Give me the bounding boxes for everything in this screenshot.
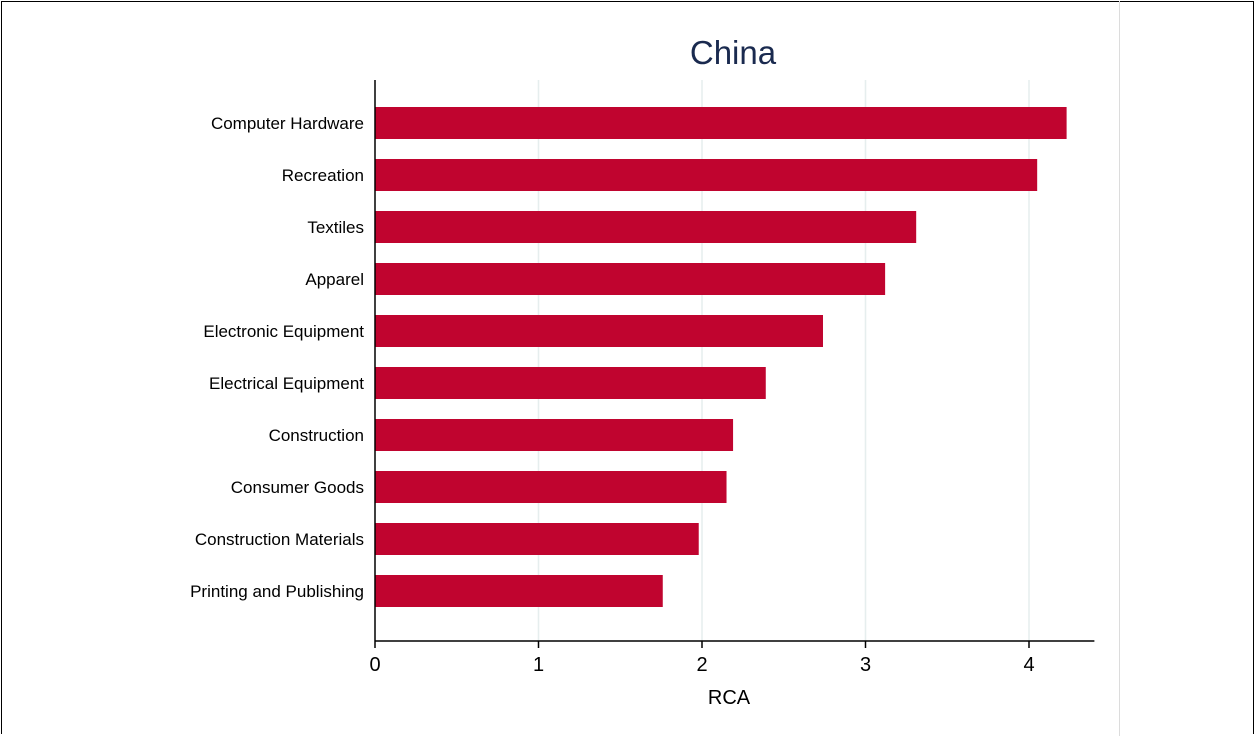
panel-divider (1119, 1, 1120, 736)
x-tick-label-3: 3 (860, 654, 871, 676)
category-label-electronic-equipment: Electronic Equipment (203, 322, 364, 341)
category-label-electrical-equipment: Electrical Equipment (209, 374, 364, 393)
chart-title: China (690, 34, 777, 71)
category-label-recreation: Recreation (282, 166, 364, 185)
x-axis-ticks: 0 1 2 3 4 (369, 641, 1035, 676)
x-tick-label-0: 0 (369, 654, 380, 676)
x-tick-label-2: 2 (696, 654, 707, 676)
bar-consumer-goods (375, 471, 727, 503)
x-tick-label-1: 1 (533, 654, 544, 676)
bar-construction (375, 419, 734, 451)
axes (374, 80, 1095, 642)
category-labels: Computer Hardware Recreation Textiles Appar… (190, 114, 364, 601)
x-axis-title: RCA (708, 687, 751, 709)
category-label-construction-materials: Construction Materials (195, 530, 364, 549)
bar-recreation (375, 159, 1038, 191)
bars (375, 107, 1067, 607)
category-label-construction: Construction (269, 426, 364, 445)
bar-construction-materials (375, 523, 699, 555)
category-label-apparel: Apparel (305, 270, 364, 289)
bar-textiles (375, 211, 917, 243)
bar-electronic-equipment (375, 315, 823, 347)
bar-computer-hardware (375, 107, 1067, 139)
bar-electrical-equipment (375, 367, 766, 399)
category-label-consumer-goods: Consumer Goods (231, 478, 364, 497)
x-tick-label-4: 4 (1023, 654, 1034, 676)
bar-printing-and-publishing (375, 575, 663, 607)
category-label-textiles: Textiles (307, 218, 364, 237)
category-label-computer-hardware: Computer Hardware (211, 114, 364, 133)
bar-apparel (375, 263, 886, 295)
category-label-printing-and-publishing: Printing and Publishing (190, 582, 364, 601)
